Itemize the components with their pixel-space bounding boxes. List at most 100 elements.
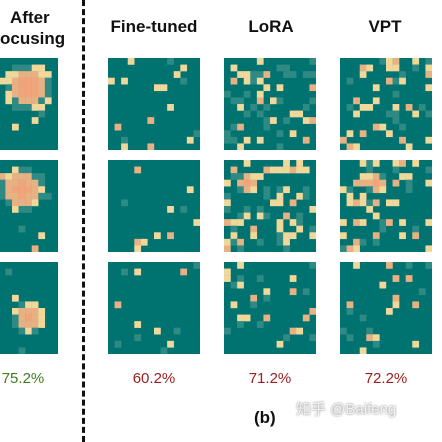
heatmap-cell [276,192,284,200]
heatmap-cell [18,199,26,207]
heatmap-cell [38,314,46,322]
heatmap-cell [31,327,39,335]
heatmap-cell [359,219,367,226]
heatmap-cell [127,58,135,65]
heatmap-cell [372,123,380,131]
heatmap-cell [399,136,406,144]
heatmap-cell [399,77,406,85]
heatmap-cell [418,288,426,296]
heatmap-cell [230,281,238,289]
heatmap-cell [0,77,6,85]
heatmap-cell [289,166,297,174]
heatmap-cell [12,294,19,302]
heatmap-cell [243,71,251,78]
heatmap-cell [25,71,32,78]
heatmap-cell [386,77,393,85]
heatmap-cell [353,245,360,252]
heatmap-cell [31,117,39,124]
heatmap-cell [346,77,354,85]
heatmap-cell [359,71,367,78]
heatmap-cell [38,71,46,78]
heatmap-cell [237,104,244,111]
heatmap-cell [346,143,354,150]
heatmap-cell [412,160,420,167]
heatmap-fine-tuned-row3 [108,262,200,354]
heatmap-cell [392,64,400,72]
heatmap-cell [283,117,290,124]
heatmap-cell [412,301,420,309]
heatmap-cell [224,136,231,144]
heatmap-cell [224,179,231,187]
heatmap-cell [309,225,316,233]
accuracy-fine-tuned: 60.2% [132,370,176,387]
heatmap-cell [18,186,26,194]
heatmap-cell [25,64,32,72]
heatmap-cell [5,268,13,276]
heatmap-cell [392,294,400,302]
heatmap-cell [18,308,26,315]
heatmap-cell [346,245,354,252]
heatmap-cell [425,84,432,92]
heatmap-cell [302,192,310,200]
heatmap-cell [121,199,128,207]
heatmap-cell [12,192,19,200]
heatmap-cell [44,90,52,98]
heatmap-cell [340,136,347,144]
heatmap-cell [237,245,244,252]
heatmap-cell [12,84,19,92]
heatmap-cell [412,58,420,65]
heatmap-cell [276,219,284,226]
heatmap-cell [346,130,354,138]
heatmap-cell [38,179,46,187]
heatmap-cell [237,219,244,226]
heatmap-lora-row2 [224,160,316,252]
heatmap-cell [237,238,244,246]
heatmap-cell [366,179,374,187]
heatmap-cell [405,104,413,111]
heatmap-cell [425,179,432,187]
heatmap-cell [366,186,374,194]
heatmap-after-focusing-row1 [0,58,58,150]
heatmap-cell [173,327,181,335]
heatmap-cell [18,327,26,335]
heatmap-cell [359,130,367,138]
heatmap-cell [5,173,13,180]
heatmap-cell [346,104,354,111]
heatmap-cell [18,347,26,354]
heatmap-cell [230,301,238,309]
heatmap-cell [250,301,258,309]
heatmap-cell [379,225,387,233]
heatmap-cell [366,334,374,342]
heatmap-lora-row3 [224,262,316,354]
heatmap-cell [134,268,142,276]
heatmap-cell [256,275,264,282]
heatmap-cell [309,97,316,105]
heatmap-cell [25,104,32,111]
heatmap-cell [31,71,39,78]
heatmap-cell [12,123,19,131]
heatmap-cell [379,219,387,226]
heatmap-cell [346,199,354,207]
heatmap-cell [283,212,290,220]
heatmap-cell [425,245,432,252]
heatmap-cell [353,97,360,105]
heatmap-cell [237,275,244,282]
heatmap-cell [224,275,231,282]
heatmap-cell [276,166,284,174]
heatmap-pixels [0,64,52,131]
heatmap-cell [12,173,19,180]
heatmap-cell [379,123,387,131]
heatmap-cell [31,173,39,180]
heatmap-cell [412,225,420,233]
heatmap-cell [121,77,128,85]
heatmap-cell [0,173,6,180]
heatmap-after-focusing-row3 [0,262,58,354]
heatmap-cell [44,84,52,92]
heatmap-cell [180,268,188,276]
heatmap-cell [425,64,432,72]
heatmap-cell [302,288,310,296]
heatmap-cell [386,219,393,226]
heatmap-cell [372,232,380,240]
heatmap-cell [256,58,264,65]
heatmap-cell [276,225,284,233]
